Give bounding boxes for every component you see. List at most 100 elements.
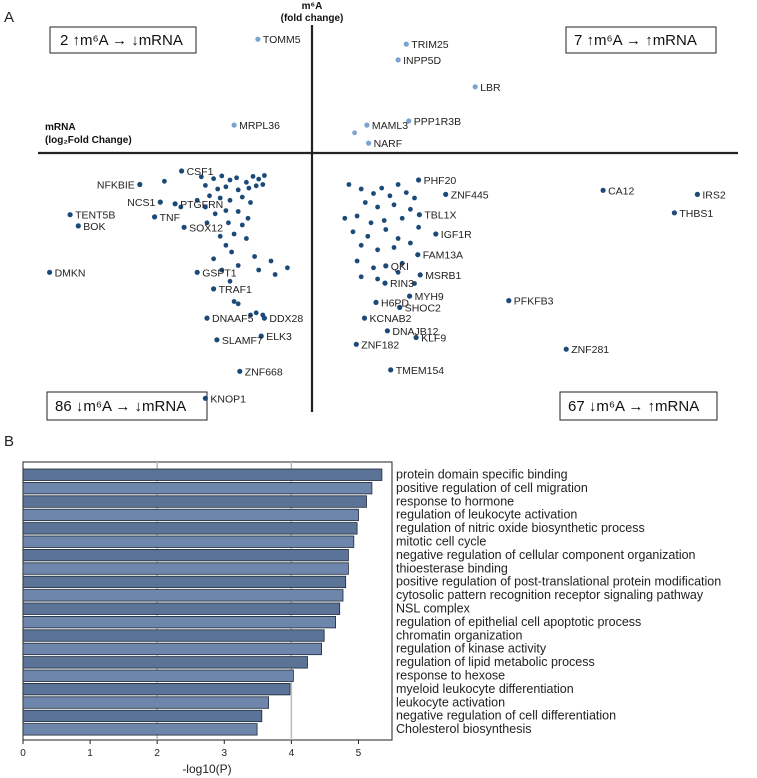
bar: [22, 468, 383, 481]
scatter-point-ca12: [600, 187, 606, 193]
scatter-point: [229, 249, 235, 255]
panel-a-label: A: [4, 9, 14, 26]
scatter-point-h6pd: [373, 299, 379, 305]
scatter-point: [235, 209, 241, 214]
scatter-point: [204, 220, 210, 226]
bar-term-label: regulation of lipid metabolic process: [396, 655, 595, 669]
scatter-point: [272, 272, 278, 277]
bar: [22, 683, 291, 696]
scatter-point: [227, 197, 233, 203]
gene-label-mrpl36: MRPL36: [239, 120, 280, 132]
gene-label-rin3: RIN3: [390, 278, 414, 290]
scatter-point-knop1: [202, 395, 208, 401]
scatter-point: [412, 195, 417, 201]
scatter-point: [399, 260, 405, 266]
scatter-point: [408, 206, 413, 212]
gene-label-thbs1: THBS1: [679, 208, 713, 220]
scatter-point: [235, 187, 241, 193]
scatter-point: [207, 193, 212, 199]
bar: [22, 589, 344, 602]
gene-label-irs2: IRS2: [702, 189, 726, 201]
scatter-point: [178, 204, 184, 210]
scatter-point-thbs1: [671, 210, 678, 216]
scatter-point: [203, 204, 208, 210]
scatter-point: [253, 183, 259, 189]
gene-label-dmkn: DMKN: [55, 267, 86, 279]
scatter-point: [379, 185, 385, 191]
scatter-point: [416, 224, 421, 230]
gene-label-igf1r: IGF1R: [441, 229, 472, 241]
quadrant-box-bottom-left: [46, 391, 208, 421]
scatter-point: [375, 276, 380, 282]
scatter-point-tbl1x: [416, 212, 422, 218]
scatter-point: [244, 179, 249, 185]
scatter-point: [198, 174, 204, 180]
gene-label-narf: NARF: [374, 138, 403, 150]
scatter-point-dnaaf5: [204, 315, 210, 321]
bar-x-tick-label: 4: [289, 748, 295, 759]
bar-term-label: response to hexose: [396, 669, 505, 683]
scatter-point: [371, 191, 376, 196]
gene-label-ptgfrn: PTGFRN: [180, 199, 223, 211]
bar: [22, 495, 367, 508]
gene-label-traf1: TRAF1: [219, 284, 252, 296]
scatter-point-traf1: [211, 286, 217, 292]
bar: [22, 629, 325, 642]
scatter-point: [391, 202, 397, 208]
scatter-point: [211, 256, 217, 262]
gene-label-myh9: MYH9: [415, 291, 444, 303]
scatter-point-ptgfrn: [172, 201, 178, 207]
bar-x-tick-label: 0: [20, 748, 26, 759]
scatter-point: [226, 220, 231, 226]
bar-term-label: negative regulation of cell differentiat…: [396, 709, 616, 723]
scatter-point: [239, 222, 245, 228]
quadrant-count-bottom-left: 86 ↓m⁶A → ↓mRNA: [55, 398, 186, 415]
scatter-point: [365, 233, 371, 239]
scatter-point: [354, 258, 360, 264]
bar-term-label: regulation of nitric oxide biosynthetic …: [396, 521, 645, 535]
scatter-point-mrpl36: [231, 122, 237, 128]
scatter-point: [354, 213, 360, 219]
bar: [22, 481, 373, 495]
gene-label-slamf7: SLAMF7: [222, 335, 263, 347]
scatter-point-nfkbie: [137, 181, 143, 188]
scatter-point-znf281: [563, 346, 569, 352]
scatter-y-title-line1: m⁶A: [302, 1, 323, 12]
scatter-point-phf20: [416, 177, 422, 183]
gene-label-knop1: KNOP1: [210, 393, 246, 405]
scatter-point: [219, 267, 225, 273]
scatter-point-ppp1r3b: [406, 118, 412, 124]
scatter-point: [381, 218, 387, 223]
gene-label-znf445: ZNF445: [451, 189, 489, 201]
scatter-point: [375, 247, 380, 253]
bar-term-label: regulation of epithelial cell apoptotic …: [396, 615, 641, 629]
scatter-point: [260, 182, 266, 187]
gene-label-tmem154: TMEM154: [396, 365, 445, 377]
bar: [22, 535, 355, 548]
scatter-point-pfkfb3: [506, 298, 512, 304]
scatter-point-inpp5d: [395, 57, 401, 63]
gene-label-shoc2: SHOC2: [405, 302, 441, 314]
gene-label-dnaaf5: DNAAF5: [212, 313, 254, 325]
bar-term-labels: protein domain specific bindingpositive …: [396, 468, 721, 737]
quadrant-count-bottom-right: 67 ↓m⁶A → ↑mRNA: [568, 398, 699, 415]
bar-x-axis-label: -log10(P): [182, 762, 231, 776]
scatter-point: [231, 299, 237, 304]
scatter-point-msrb1: [417, 272, 423, 278]
bar-term-label: myeloid leukocyte differentiation: [396, 682, 574, 696]
scatter-point: [387, 193, 393, 199]
scatter-y-title-line2: (fold change): [281, 13, 344, 24]
gene-label-ca12: CA12: [608, 185, 634, 197]
scatter-point: [350, 229, 356, 235]
gene-label-pfkfb3: PFKFB3: [514, 296, 554, 308]
scatter-point-elk3: [258, 333, 264, 339]
gene-label-ddx28: DDX28: [269, 313, 303, 325]
scatter-point-lbr: [472, 84, 478, 90]
scatter-point-irs2: [694, 191, 701, 197]
scatter-point: [227, 177, 233, 183]
gene-label-csf1: CSF1: [187, 166, 214, 178]
scatter-point: [223, 184, 229, 190]
gene-label-maml3: MAML3: [372, 120, 408, 132]
scatter-point: [262, 173, 267, 178]
scatter-point: [362, 200, 368, 205]
